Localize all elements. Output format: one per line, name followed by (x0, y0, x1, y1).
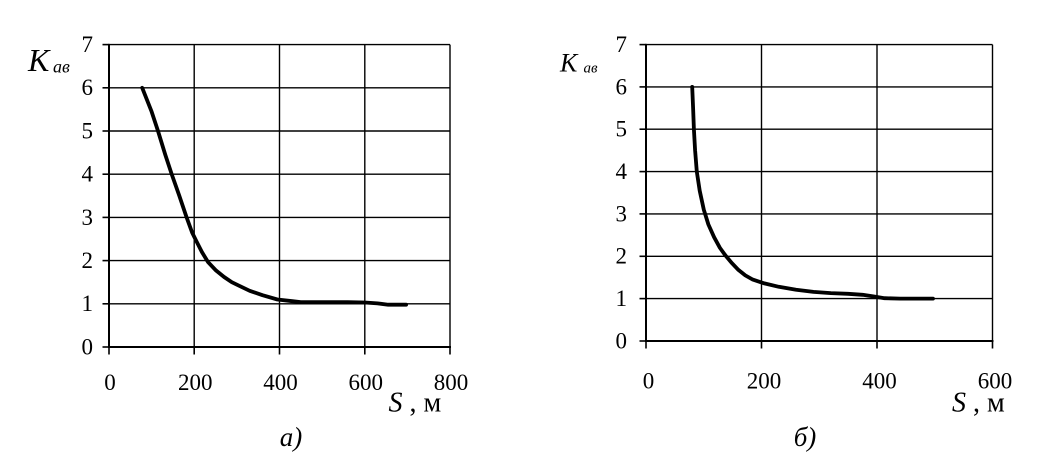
svg-text:ав: ав (53, 57, 70, 77)
svg-text:ав: ав (584, 61, 599, 77)
svg-text:2: 2 (616, 244, 628, 269)
svg-text:6: 6 (82, 75, 94, 100)
svg-text:6: 6 (616, 74, 628, 99)
svg-text:а): а) (280, 422, 303, 452)
svg-text:5: 5 (82, 118, 94, 143)
svg-text:600: 600 (978, 369, 1013, 394)
svg-text:3: 3 (82, 205, 94, 230)
svg-text:800: 800 (434, 370, 469, 395)
svg-text:0: 0 (82, 334, 94, 359)
svg-text:400: 400 (263, 370, 298, 395)
svg-text:2: 2 (82, 248, 94, 273)
svg-text:S , м: S , м (952, 388, 1005, 419)
svg-text:0: 0 (104, 370, 116, 395)
svg-text:600: 600 (349, 370, 384, 395)
svg-text:б): б) (794, 422, 817, 452)
svg-text:4: 4 (616, 159, 628, 184)
svg-text:0: 0 (616, 328, 628, 353)
svg-text:400: 400 (862, 369, 897, 394)
svg-text:200: 200 (178, 370, 213, 395)
svg-text:0: 0 (643, 369, 655, 394)
svg-text:5: 5 (616, 117, 628, 142)
svg-text:7: 7 (616, 32, 628, 57)
svg-text:K: K (559, 49, 579, 78)
svg-text:3: 3 (616, 201, 628, 226)
svg-text:200: 200 (747, 369, 782, 394)
svg-text:S , м: S , м (389, 388, 442, 419)
svg-text:1: 1 (616, 286, 628, 311)
svg-text:K: K (27, 42, 51, 78)
svg-text:1: 1 (82, 291, 94, 316)
svg-text:4: 4 (82, 162, 94, 187)
svg-text:7: 7 (82, 32, 94, 57)
